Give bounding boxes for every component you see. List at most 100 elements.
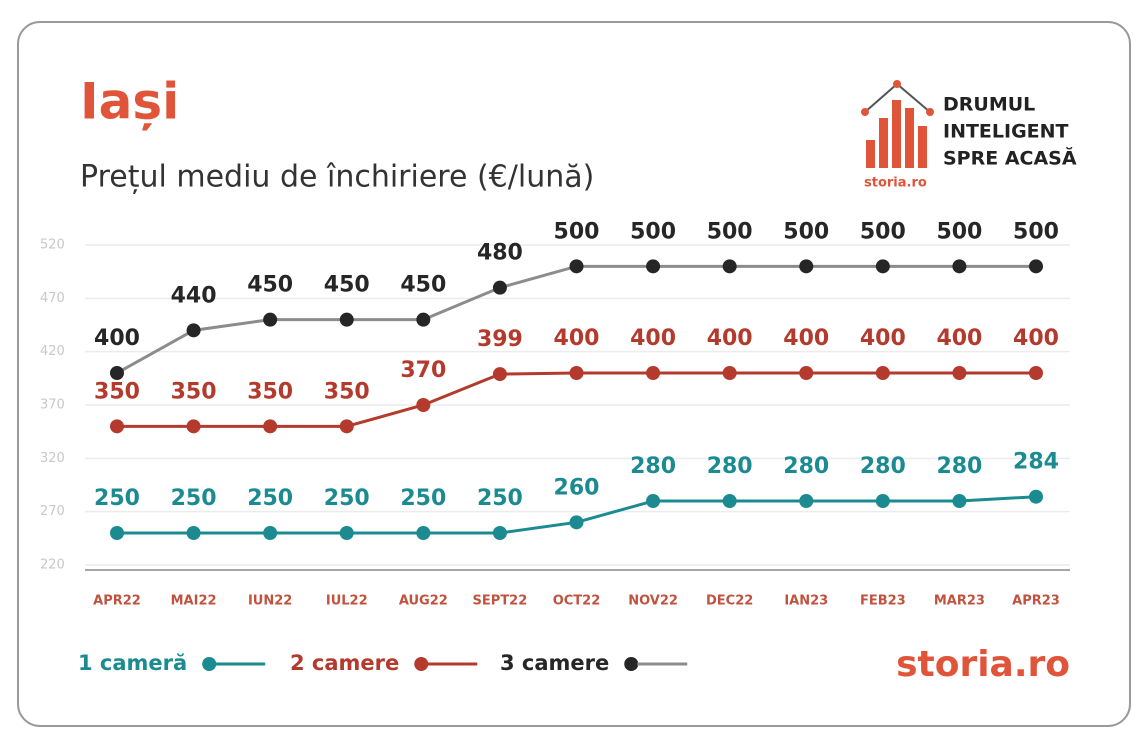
data-label: 500 [554, 219, 600, 244]
data-label: 500 [1013, 219, 1059, 244]
y-tick-label: 320 [40, 451, 65, 466]
point [110, 366, 124, 380]
data-label: 280 [860, 454, 906, 479]
logo-icon [861, 80, 934, 168]
data-label: 400 [554, 326, 600, 351]
x-tick-label: IAN23 [784, 594, 828, 609]
point [110, 526, 124, 540]
chart-subtitle: Prețul mediu de închiriere (€/lună) [80, 160, 594, 195]
data-label: 260 [554, 475, 600, 500]
x-tick-label: NOV22 [628, 594, 678, 609]
data-label: 399 [477, 327, 523, 352]
point [339, 312, 354, 327]
point [646, 259, 661, 274]
point [263, 526, 278, 540]
data-label: 250 [171, 486, 217, 511]
x-tick-label: MAR23 [934, 594, 985, 609]
x-tick-label: IUN22 [248, 594, 292, 609]
point [722, 259, 737, 274]
logo-text: DRUMUL [943, 94, 1035, 116]
data-label: 500 [936, 219, 982, 244]
point [416, 398, 431, 412]
legend-label: 2 camere [290, 651, 399, 675]
point [646, 494, 661, 508]
data-label: 500 [630, 219, 676, 244]
x-tick-label: DEC22 [706, 594, 753, 609]
y-tick-label: 420 [40, 344, 65, 359]
point [646, 366, 661, 380]
data-label: 284 [1013, 450, 1059, 475]
legend-label: 3 camere [500, 651, 609, 675]
point [339, 526, 354, 540]
y-tick-label: 470 [40, 291, 65, 306]
data-label: 280 [630, 454, 676, 479]
data-label: 400 [630, 326, 676, 351]
data-label: 400 [94, 326, 140, 351]
point [952, 494, 967, 508]
point [569, 259, 584, 274]
point [110, 419, 124, 434]
point [722, 494, 737, 508]
point [186, 419, 201, 434]
footer-brand: storia.ro [896, 644, 1070, 685]
data-label: 500 [860, 219, 906, 244]
data-label: 280 [707, 454, 753, 479]
x-tick-label: APR23 [1012, 594, 1060, 609]
data-label: 400 [783, 326, 829, 351]
data-label: 250 [477, 486, 523, 511]
data-label: 440 [171, 283, 217, 308]
data-label: 400 [707, 326, 753, 351]
point [263, 419, 278, 434]
x-tick-label: OCT22 [553, 594, 601, 609]
point [569, 515, 584, 530]
point [416, 526, 431, 540]
point [416, 312, 431, 327]
legend-marker [414, 657, 429, 671]
x-tick-label: IUL22 [326, 594, 368, 609]
y-tick-label: 220 [40, 558, 65, 573]
y-tick-label: 520 [40, 238, 65, 253]
x-tick-label: AUG22 [399, 594, 448, 609]
data-label: 280 [783, 454, 829, 479]
x-tick-label: APR22 [93, 594, 141, 609]
point [492, 526, 507, 540]
logo-brand: storia.ro [864, 176, 927, 191]
data-label: 250 [400, 486, 446, 511]
y-tick-label: 370 [40, 398, 65, 413]
data-label: 350 [247, 379, 293, 404]
point [952, 259, 967, 274]
point [799, 366, 814, 380]
data-label: 400 [936, 326, 982, 351]
data-label: 350 [94, 379, 140, 404]
point [186, 526, 201, 540]
data-label: 370 [400, 358, 446, 383]
point [722, 366, 737, 380]
x-tick-label: MAI22 [171, 594, 217, 609]
legend-marker [202, 657, 217, 671]
point [492, 367, 507, 382]
y-tick-label: 270 [40, 504, 65, 519]
data-label: 450 [247, 273, 293, 298]
point [263, 312, 278, 327]
data-label: 250 [247, 486, 293, 511]
data-label: 500 [707, 219, 753, 244]
point [186, 323, 201, 338]
data-label: 480 [477, 241, 523, 266]
point [569, 366, 584, 380]
legend-label: 1 cameră [78, 651, 187, 675]
point [799, 259, 814, 274]
data-label: 350 [324, 379, 370, 404]
chart-title: Iași [80, 73, 179, 131]
data-label: 450 [324, 273, 370, 298]
point [1029, 489, 1043, 504]
data-label: 350 [171, 379, 217, 404]
data-label: 250 [324, 486, 370, 511]
point [339, 419, 354, 434]
point [492, 280, 507, 295]
data-label: 280 [936, 454, 982, 479]
data-label: 450 [400, 273, 446, 298]
point [952, 366, 967, 380]
point [875, 259, 890, 274]
